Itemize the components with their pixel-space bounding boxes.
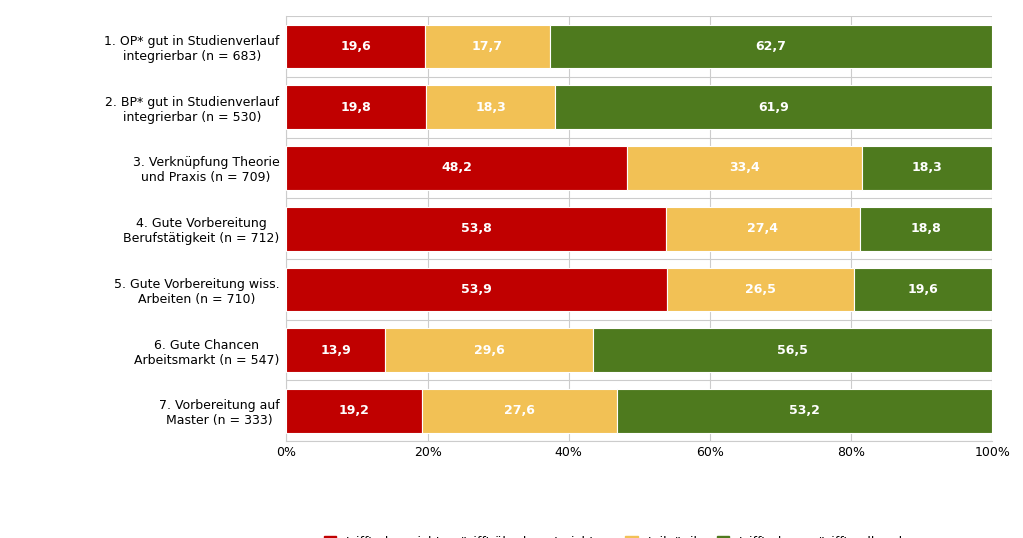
Bar (666, 207, 859, 251)
Bar (286, 267, 667, 311)
Bar (859, 207, 992, 251)
Bar (427, 86, 555, 129)
Text: 18,8: 18,8 (910, 222, 941, 235)
Bar (385, 328, 593, 372)
Text: 27,6: 27,6 (504, 404, 535, 417)
Bar (854, 267, 992, 311)
Text: 53,9: 53,9 (461, 283, 492, 296)
Text: 27,4: 27,4 (748, 222, 779, 235)
Bar (627, 146, 862, 190)
Text: 19,8: 19,8 (341, 101, 371, 114)
Bar (593, 328, 992, 372)
Bar (286, 25, 425, 68)
Bar (549, 25, 992, 68)
Bar (425, 25, 549, 68)
Legend: trifft eher nicht zu/trifft überhaupt nicht zu, teils/teils, trifft eher zu/trif: trifft eher nicht zu/trifft überhaupt ni… (319, 531, 960, 538)
Text: 19,2: 19,2 (339, 404, 369, 417)
Text: 13,9: 13,9 (320, 344, 351, 357)
Text: 17,7: 17,7 (472, 40, 502, 53)
Text: 26,5: 26,5 (745, 283, 775, 296)
Text: 62,7: 62,7 (756, 40, 787, 53)
Bar (667, 267, 854, 311)
Bar (286, 389, 421, 433)
Text: 29,6: 29,6 (474, 344, 504, 357)
Bar (555, 86, 992, 129)
Bar (421, 389, 617, 433)
Text: 48,2: 48,2 (441, 161, 472, 174)
Bar (286, 207, 666, 251)
Text: 61,9: 61,9 (758, 101, 789, 114)
Bar (862, 146, 991, 190)
Text: 18,3: 18,3 (911, 161, 942, 174)
Text: 19,6: 19,6 (341, 40, 371, 53)
Text: 53,2: 53,2 (789, 404, 820, 417)
Text: 18,3: 18,3 (476, 101, 506, 114)
Bar (617, 389, 992, 433)
Text: 53,8: 53,8 (461, 222, 492, 235)
Text: 19,6: 19,6 (907, 283, 938, 296)
Bar (286, 146, 627, 190)
Text: 33,4: 33,4 (729, 161, 760, 174)
Text: 56,5: 56,5 (777, 344, 808, 357)
Bar (286, 328, 385, 372)
Bar (286, 86, 427, 129)
